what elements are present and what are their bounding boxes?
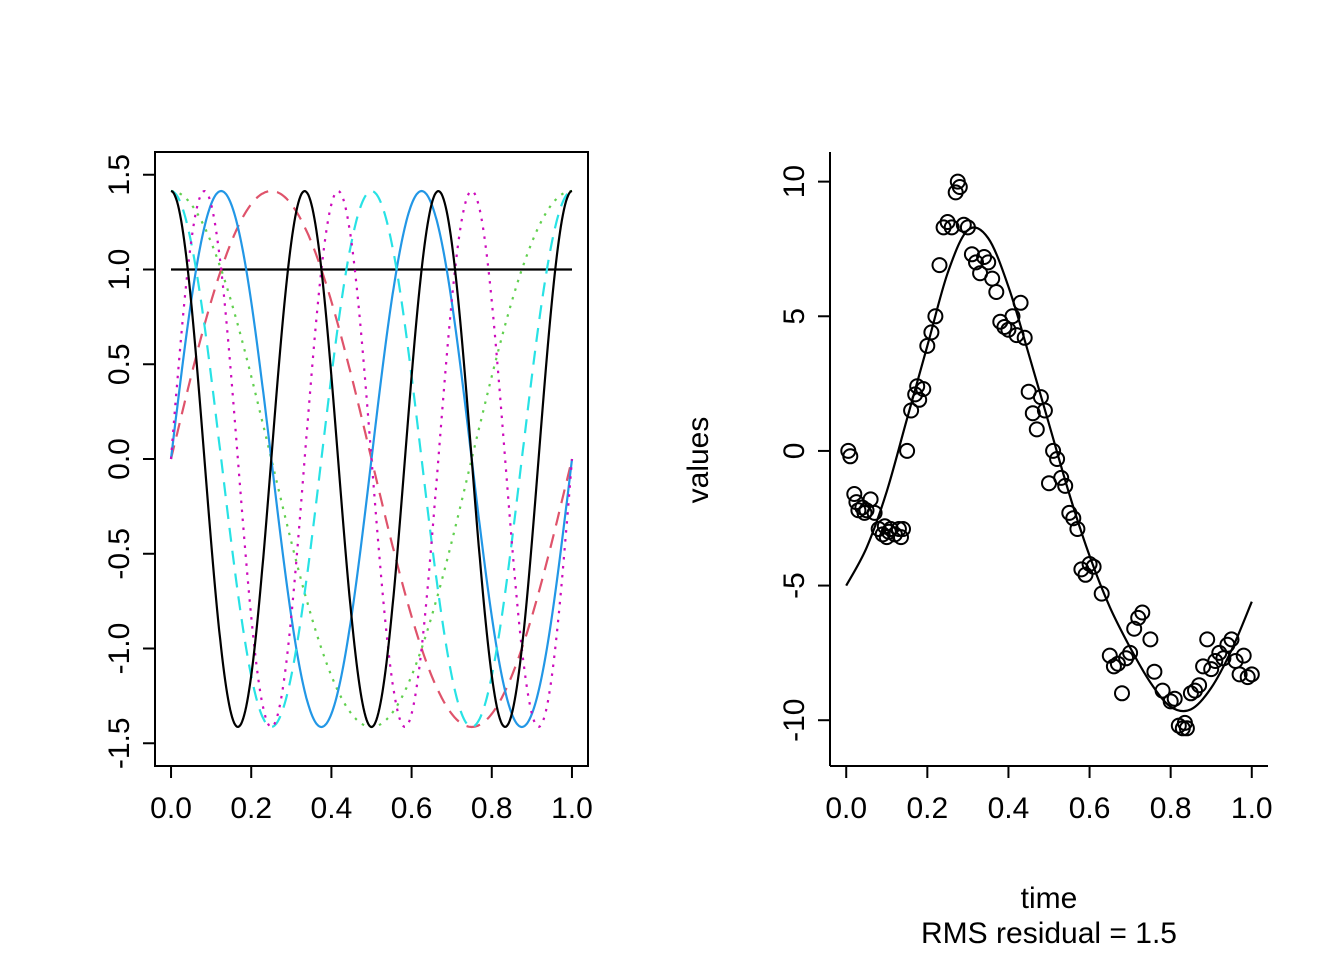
subtitle-rms-residual: RMS residual = 1.5 <box>921 917 1177 950</box>
svg-text:1.5: 1.5 <box>103 154 136 196</box>
svg-text:1.0: 1.0 <box>551 792 593 825</box>
svg-text:0: 0 <box>778 443 811 460</box>
svg-text:5: 5 <box>778 308 811 325</box>
svg-text:-5: -5 <box>778 572 811 599</box>
svg-text:-1.5: -1.5 <box>103 717 136 769</box>
svg-text:0.0: 0.0 <box>150 792 192 825</box>
x-axis-label-time: time <box>1020 882 1078 915</box>
svg-text:0.0: 0.0 <box>103 438 136 480</box>
svg-text:0.4: 0.4 <box>311 792 353 825</box>
svg-text:0.0: 0.0 <box>825 792 867 825</box>
svg-text:1.0: 1.0 <box>1231 792 1273 825</box>
svg-text:-10: -10 <box>778 699 811 742</box>
svg-text:0.8: 0.8 <box>1150 792 1192 825</box>
svg-text:10: 10 <box>778 165 811 198</box>
svg-text:0.2: 0.2 <box>230 792 272 825</box>
svg-text:0.4: 0.4 <box>988 792 1030 825</box>
svg-text:0.2: 0.2 <box>906 792 948 825</box>
y-axis-label-values: values <box>682 416 715 504</box>
svg-text:0.5: 0.5 <box>103 343 136 385</box>
svg-text:1.0: 1.0 <box>103 249 136 291</box>
svg-text:-1.0: -1.0 <box>103 623 136 675</box>
svg-text:0.6: 0.6 <box>391 792 433 825</box>
svg-text:0.8: 0.8 <box>471 792 513 825</box>
svg-text:-0.5: -0.5 <box>103 528 136 580</box>
svg-text:0.6: 0.6 <box>1069 792 1111 825</box>
